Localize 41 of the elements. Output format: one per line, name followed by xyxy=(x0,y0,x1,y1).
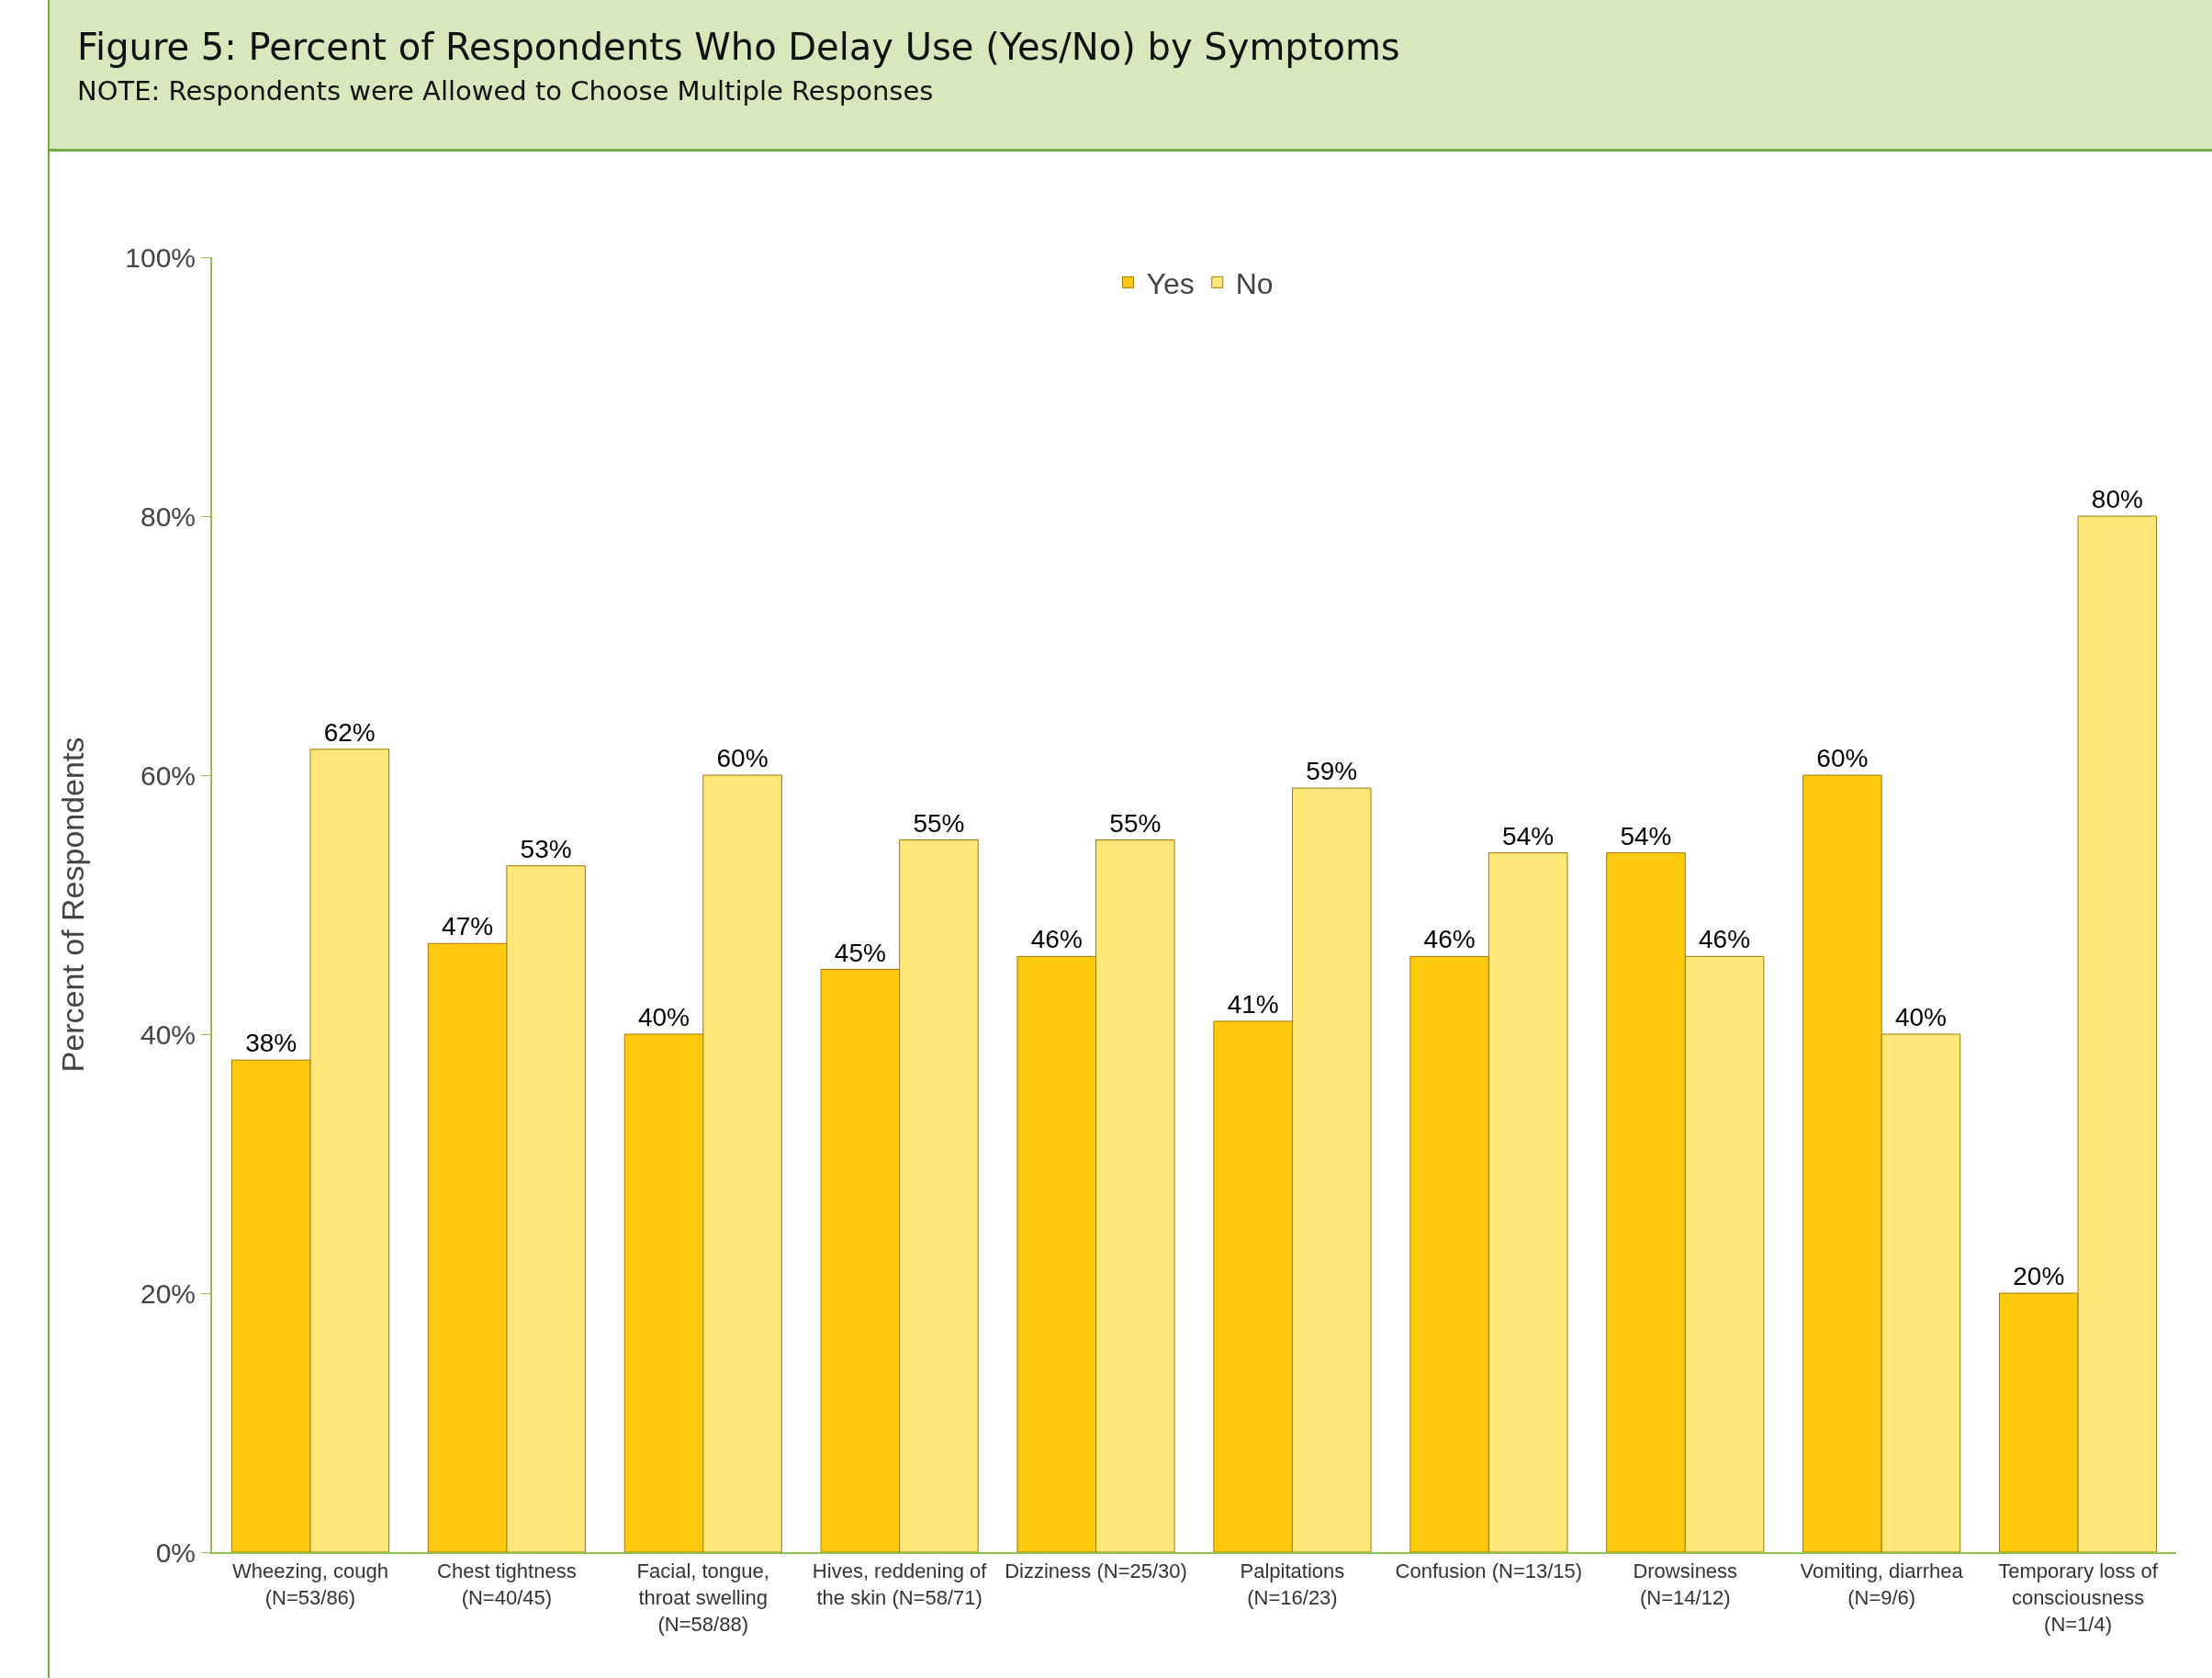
data-label: 55% xyxy=(1109,808,1162,838)
data-label: 46% xyxy=(1699,925,1751,954)
x-tick-label: Palpitations (N=16/23) xyxy=(1240,1560,1345,1609)
y-tick-label: 0% xyxy=(155,1537,196,1568)
data-label: 54% xyxy=(1620,821,1672,850)
chart-subtitle: NOTE: Respondents were Allowed to Choose Multiple Responses xyxy=(77,75,935,107)
y-tick-label: 40% xyxy=(140,1019,196,1050)
x-tick-label: Facial, tongue, throat swelling (N=58/88) xyxy=(636,1560,769,1636)
data-label: 47% xyxy=(442,912,494,941)
y-tick-label: 60% xyxy=(140,760,196,791)
data-label: 60% xyxy=(1816,744,1869,772)
data-label: 54% xyxy=(1502,821,1555,850)
data-label: 46% xyxy=(1030,925,1083,954)
data-label: 38% xyxy=(245,1029,298,1058)
y-axis-title: Percent of Respondents xyxy=(55,737,90,1073)
x-tick-label: Chest tightness (N=40/45) xyxy=(437,1560,577,1609)
data-label: 80% xyxy=(2091,485,2143,513)
y-tick-label: 20% xyxy=(140,1278,196,1309)
x-tick-label: Confusion (N=13/15) xyxy=(1395,1560,1583,1583)
x-tick-label: Hives, reddening of the skin (N=58/71) xyxy=(812,1560,988,1609)
x-tick-label: Temporary loss of consciousness (N=1/4) xyxy=(1998,1560,2159,1636)
y-tick-label: 100% xyxy=(125,242,196,273)
legend-label: No xyxy=(1235,266,1274,300)
data-label: 55% xyxy=(913,808,965,838)
data-label: 40% xyxy=(1894,1003,1947,1031)
data-label: 59% xyxy=(1306,757,1358,786)
data-label: 62% xyxy=(323,717,376,747)
x-tick-label: Vomiting, diarrhea (N=9/6) xyxy=(1800,1560,1964,1609)
legend-label: Yes xyxy=(1146,266,1195,300)
data-label: 41% xyxy=(1227,989,1279,1019)
data-label: 46% xyxy=(1423,925,1476,954)
data-label: 60% xyxy=(716,744,769,772)
data-label: 40% xyxy=(637,1003,690,1031)
y-tick-label: 80% xyxy=(140,501,196,532)
data-label: 20% xyxy=(2013,1262,2065,1290)
x-tick-label: Drowsiness (N=14/12) xyxy=(1633,1560,1738,1609)
x-tick-label: Dizziness (N=25/30) xyxy=(1005,1560,1187,1583)
chart-title: Figure 5: Percent of Respondents Who Delay Use (Yes/No) by Symptoms xyxy=(77,26,1401,68)
data-label: 53% xyxy=(520,834,572,863)
x-tick-label: Wheezing, cough (N=53/86) xyxy=(231,1560,388,1609)
data-label: 45% xyxy=(834,938,886,967)
